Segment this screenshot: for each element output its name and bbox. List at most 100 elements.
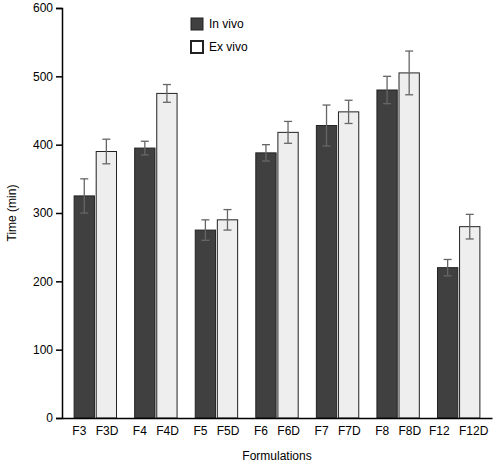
error-stem [287,121,288,143]
y-tick-mark [56,76,62,78]
error-cap [163,102,171,103]
x-axis-line [63,418,493,420]
bar [195,230,215,418]
y-tick-label: 400 [33,138,53,152]
x-tick-label: F6 F6D [254,424,300,438]
y-tick-mark [56,281,62,283]
error-stem [447,259,448,275]
bar [460,227,480,418]
x-tick: F4 F4D [133,418,179,438]
plot: 0100200300400500600F3 F3DF4 F4DF5 F5DF6 … [33,1,493,437]
error-stem [205,220,206,241]
bar [316,126,336,418]
error-stem [265,145,266,161]
x-tick-label: F5 F5D [193,424,239,438]
error-stem [166,85,167,103]
legend-swatch [191,41,203,53]
y-tick-label: 300 [33,206,53,220]
y-tick: 200 [33,275,62,289]
bar [96,152,116,419]
error-cap [102,163,110,164]
legend-label: In vivo [209,17,244,31]
error-cap [284,121,292,122]
y-tick-mark [56,349,62,351]
x-tick: F6 F6D [254,418,300,438]
bars [74,51,480,418]
bar [135,148,155,418]
bar [399,73,419,418]
error-stem [409,51,410,95]
y-tick-label: 500 [33,70,53,84]
legend: In vivo Ex vivo [191,17,248,54]
bar [338,112,358,418]
error-stem [386,76,387,103]
error-cap [80,212,88,213]
error-stem [84,179,85,213]
error-cap [405,94,413,95]
y-tick: 300 [33,206,62,220]
error-cap [444,275,452,276]
chart: 0100200300400500600F3 F3DF4 F4DF5 F5DF6 … [0,0,500,468]
error-cap [163,84,171,85]
y-axis: 0100200300400500600 [33,1,63,425]
error-stem [106,139,107,164]
error-cap [466,214,474,215]
bar [377,90,397,418]
error-stem [348,100,349,123]
y-axis-line [56,9,63,419]
x-tick-label: F12 F12D [429,424,489,438]
x-tick-label: F8 F8D [375,424,421,438]
error-cap [383,103,391,104]
x-tick-label: F4 F4D [133,424,179,438]
error-cap [223,229,231,230]
error-cap [383,76,391,77]
bar [157,93,177,418]
legend-item: In vivo [191,17,244,31]
error-bar [201,220,209,241]
y-tick: 0 [46,411,62,425]
y-axis-title: Time (min) [5,185,19,242]
y-tick-mark [56,144,62,146]
error-cap [345,100,353,101]
error-cap [284,143,292,144]
error-bar [141,141,149,155]
error-cap [201,240,209,241]
error-cap [345,123,353,124]
error-cap [323,104,331,105]
error-bar [163,85,171,103]
error-stem [469,214,470,239]
error-cap [466,238,474,239]
bar [217,220,237,418]
error-stem [227,210,228,231]
error-bar [80,179,88,213]
error-bar [345,100,353,123]
error-cap [223,209,231,210]
error-bar [284,121,292,143]
y-tick: 100 [33,343,62,357]
error-cap [141,141,149,142]
error-stem [144,141,145,155]
x-tick: F12 F12D [429,418,489,438]
legend-label: Ex vivo [209,40,248,54]
error-bar [323,105,331,146]
error-cap [262,160,270,161]
y-tick-mark [56,213,62,215]
error-cap [405,50,413,51]
y-tick: 500 [33,70,62,84]
legend-swatch [191,18,203,30]
error-bar [405,51,413,95]
bar [74,196,94,418]
x-tick: F3 F3D [72,418,118,438]
x-tick-label: F3 F3D [72,424,118,438]
x-tick: F5 F5D [193,418,239,438]
x-tick: F8 F8D [375,418,421,438]
error-cap [323,145,331,146]
x-axis: F3 F3D F4 F4D F5 F5D F6 F6D F7 F7D F8 F8D F12 … [63,418,493,438]
error-bar [223,210,231,231]
error-bar [466,214,474,239]
x-axis-title: Formulations [242,449,311,463]
error-bar [102,139,110,164]
legend-item: Ex vivo [191,40,248,54]
error-cap [262,144,270,145]
x-tick: F7 F7D [315,418,361,438]
